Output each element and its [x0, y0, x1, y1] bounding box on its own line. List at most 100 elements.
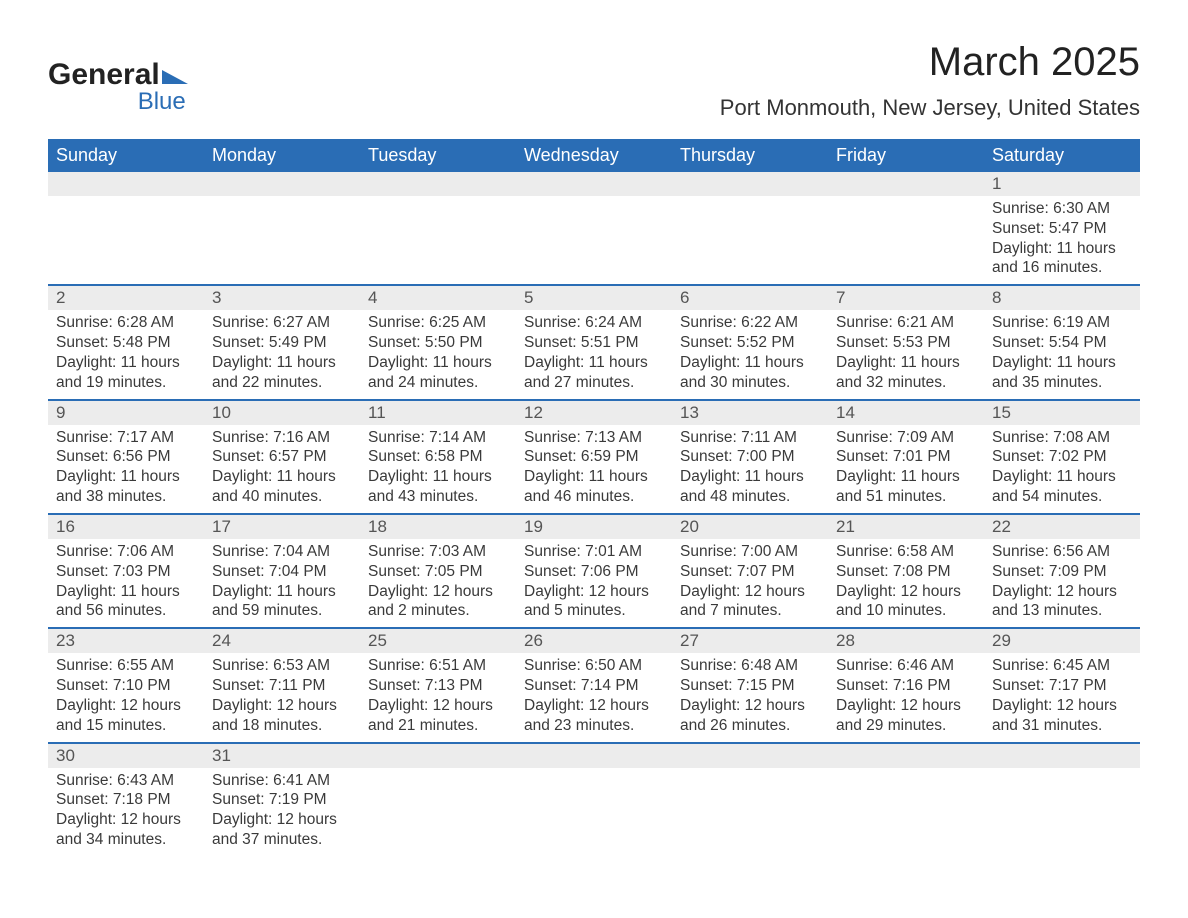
day-daylight1: Daylight: 12 hours [524, 696, 664, 716]
day-sunrise: Sunrise: 6:53 AM [212, 656, 352, 676]
day-cell-body: Sunrise: 6:22 AMSunset: 5:52 PMDaylight:… [672, 310, 828, 398]
day-sunset: Sunset: 5:53 PM [836, 333, 976, 353]
day-number: 16 [48, 515, 204, 539]
day-daylight1: Daylight: 11 hours [836, 467, 976, 487]
day-number: 19 [516, 515, 672, 539]
day-daylight2: and 54 minutes. [992, 487, 1132, 507]
day-cell [828, 196, 984, 284]
day-number: 11 [360, 401, 516, 425]
day-daylight2: and 26 minutes. [680, 716, 820, 736]
day-daylight2: and 46 minutes. [524, 487, 664, 507]
day-cell: Sunrise: 6:24 AMSunset: 5:51 PMDaylight:… [516, 310, 672, 398]
day-sunset: Sunset: 5:54 PM [992, 333, 1132, 353]
day-cell-body: Sunrise: 6:58 AMSunset: 7:08 PMDaylight:… [828, 539, 984, 627]
day-cell-body: Sunrise: 6:53 AMSunset: 7:11 PMDaylight:… [204, 653, 360, 741]
weekday-header: Saturday [984, 139, 1140, 172]
day-sunset: Sunset: 7:15 PM [680, 676, 820, 696]
day-sunset: Sunset: 5:47 PM [992, 219, 1132, 239]
day-daylight1: Daylight: 11 hours [368, 353, 508, 373]
day-daylight2: and 18 minutes. [212, 716, 352, 736]
day-daylight2: and 56 minutes. [56, 601, 196, 621]
week-daynum-row: 23242526272829 [48, 627, 1140, 653]
day-number [672, 744, 828, 768]
day-cell: Sunrise: 6:46 AMSunset: 7:16 PMDaylight:… [828, 653, 984, 741]
day-sunset: Sunset: 7:05 PM [368, 562, 508, 582]
day-sunrise: Sunrise: 7:04 AM [212, 542, 352, 562]
day-cell: Sunrise: 6:25 AMSunset: 5:50 PMDaylight:… [360, 310, 516, 398]
day-number: 30 [48, 744, 204, 768]
day-daylight2: and 23 minutes. [524, 716, 664, 736]
day-cell-body: Sunrise: 6:27 AMSunset: 5:49 PMDaylight:… [204, 310, 360, 398]
day-daylight1: Daylight: 12 hours [368, 696, 508, 716]
day-number: 10 [204, 401, 360, 425]
day-cell-body: Sunrise: 7:16 AMSunset: 6:57 PMDaylight:… [204, 425, 360, 513]
week-body-row: Sunrise: 6:28 AMSunset: 5:48 PMDaylight:… [48, 310, 1140, 398]
day-daylight2: and 37 minutes. [212, 830, 352, 850]
day-daylight1: Daylight: 11 hours [524, 467, 664, 487]
day-sunrise: Sunrise: 6:30 AM [992, 199, 1132, 219]
day-sunrise: Sunrise: 7:14 AM [368, 428, 508, 448]
day-sunset: Sunset: 7:11 PM [212, 676, 352, 696]
day-number: 26 [516, 629, 672, 653]
day-daylight1: Daylight: 12 hours [836, 696, 976, 716]
day-daylight2: and 24 minutes. [368, 373, 508, 393]
location-text: Port Monmouth, New Jersey, United States [720, 95, 1140, 121]
day-sunset: Sunset: 7:00 PM [680, 447, 820, 467]
weekday-header: Friday [828, 139, 984, 172]
day-cell: Sunrise: 7:00 AMSunset: 7:07 PMDaylight:… [672, 539, 828, 627]
day-sunrise: Sunrise: 6:51 AM [368, 656, 508, 676]
day-number: 22 [984, 515, 1140, 539]
day-daylight1: Daylight: 12 hours [836, 582, 976, 602]
day-sunrise: Sunrise: 7:16 AM [212, 428, 352, 448]
day-sunrise: Sunrise: 7:09 AM [836, 428, 976, 448]
day-cell: Sunrise: 7:03 AMSunset: 7:05 PMDaylight:… [360, 539, 516, 627]
day-sunset: Sunset: 7:14 PM [524, 676, 664, 696]
day-cell-body: Sunrise: 6:28 AMSunset: 5:48 PMDaylight:… [48, 310, 204, 398]
day-number: 4 [360, 286, 516, 310]
day-sunset: Sunset: 6:56 PM [56, 447, 196, 467]
day-sunrise: Sunrise: 7:13 AM [524, 428, 664, 448]
day-number: 31 [204, 744, 360, 768]
day-sunrise: Sunrise: 6:28 AM [56, 313, 196, 333]
day-sunrise: Sunrise: 6:43 AM [56, 771, 196, 791]
day-cell [360, 196, 516, 284]
day-daylight2: and 19 minutes. [56, 373, 196, 393]
week-daynum-row: 3031 [48, 742, 1140, 768]
day-daylight1: Daylight: 12 hours [992, 582, 1132, 602]
day-sunrise: Sunrise: 6:22 AM [680, 313, 820, 333]
day-number: 12 [516, 401, 672, 425]
day-sunset: Sunset: 7:02 PM [992, 447, 1132, 467]
day-daylight1: Daylight: 11 hours [992, 353, 1132, 373]
day-sunset: Sunset: 5:52 PM [680, 333, 820, 353]
day-cell-body: Sunrise: 6:55 AMSunset: 7:10 PMDaylight:… [48, 653, 204, 741]
day-cell-body: Sunrise: 6:21 AMSunset: 5:53 PMDaylight:… [828, 310, 984, 398]
day-daylight1: Daylight: 12 hours [992, 696, 1132, 716]
day-cell: Sunrise: 6:51 AMSunset: 7:13 PMDaylight:… [360, 653, 516, 741]
day-cell-body: Sunrise: 7:00 AMSunset: 7:07 PMDaylight:… [672, 539, 828, 627]
day-daylight2: and 5 minutes. [524, 601, 664, 621]
day-cell: Sunrise: 6:48 AMSunset: 7:15 PMDaylight:… [672, 653, 828, 741]
day-sunset: Sunset: 7:09 PM [992, 562, 1132, 582]
day-cell: Sunrise: 7:13 AMSunset: 6:59 PMDaylight:… [516, 425, 672, 513]
day-cell-body [360, 768, 516, 777]
day-number: 9 [48, 401, 204, 425]
day-sunset: Sunset: 7:06 PM [524, 562, 664, 582]
week-daynum-row: 16171819202122 [48, 513, 1140, 539]
day-daylight1: Daylight: 12 hours [368, 582, 508, 602]
day-cell: Sunrise: 6:43 AMSunset: 7:18 PMDaylight:… [48, 768, 204, 856]
day-number: 21 [828, 515, 984, 539]
logo-text-general: General [48, 58, 188, 91]
day-cell [516, 768, 672, 856]
week-body-row: Sunrise: 6:43 AMSunset: 7:18 PMDaylight:… [48, 768, 1140, 856]
day-cell-body: Sunrise: 6:46 AMSunset: 7:16 PMDaylight:… [828, 653, 984, 741]
day-daylight1: Daylight: 11 hours [56, 582, 196, 602]
day-cell-body: Sunrise: 7:11 AMSunset: 7:00 PMDaylight:… [672, 425, 828, 513]
day-cell-body [672, 196, 828, 205]
weekday-header: Thursday [672, 139, 828, 172]
weekday-header: Wednesday [516, 139, 672, 172]
day-number [360, 744, 516, 768]
day-number: 5 [516, 286, 672, 310]
day-number: 27 [672, 629, 828, 653]
day-cell: Sunrise: 6:30 AMSunset: 5:47 PMDaylight:… [984, 196, 1140, 284]
day-cell-body: Sunrise: 6:19 AMSunset: 5:54 PMDaylight:… [984, 310, 1140, 398]
